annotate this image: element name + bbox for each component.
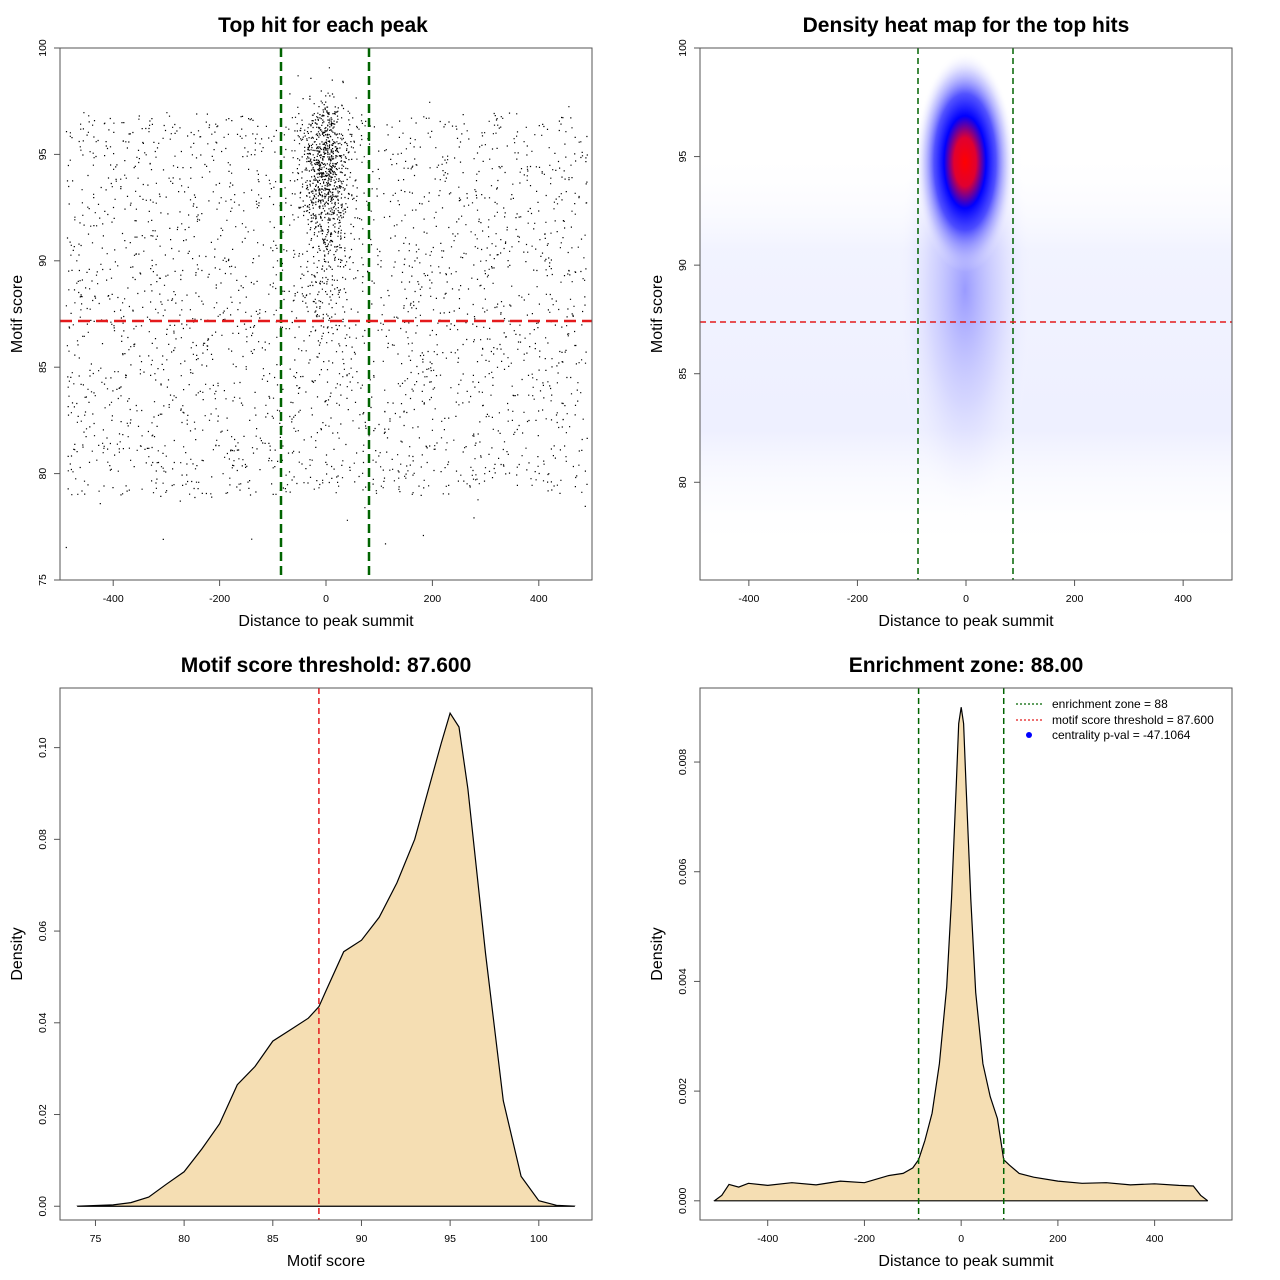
distance-density-x-tick-label: -200 — [854, 1233, 875, 1245]
score-density-x-tick-label: 75 — [90, 1233, 102, 1245]
scatter-x-tick-label: -400 — [103, 593, 124, 605]
score-density-y-label: Density — [9, 927, 26, 980]
distance-density-x-tick-label: -400 — [757, 1233, 778, 1245]
score-density-x-tick-label: 95 — [444, 1233, 456, 1245]
heatmap-x-tick-label: 400 — [1174, 593, 1192, 605]
score-density-panel: Motif score threshold: 87.600 75 80 85 90 95… — [9, 654, 593, 1270]
distance-density-panel: Enrichment zone: 88.00 -400 -200 0 200 400 0… — [649, 654, 1233, 1270]
distance-density-x-label: Distance to peak summit — [878, 1253, 1054, 1270]
distance-density-x-axis: -400 -200 0 200 400 — [757, 1220, 1164, 1245]
heatmap-y-tick-label: 95 — [677, 151, 689, 163]
scatter-y-tick-label: 75 — [37, 574, 49, 586]
distance-density-y-tick-label: 0.004 — [677, 968, 689, 994]
distance-density-y-tick-label: 0.000 — [677, 1188, 689, 1214]
distance-density-title: Enrichment zone: 88.00 — [849, 654, 1084, 677]
scatter-y-tick-label: 80 — [37, 468, 49, 480]
score-density-x-label: Motif score — [287, 1253, 365, 1270]
scatter-y-tick-label: 85 — [37, 361, 49, 373]
score-density-frame — [59, 687, 593, 1221]
heatmap-x-tick-label: 200 — [1066, 593, 1084, 605]
score-density-y-tick-label: 0.02 — [37, 1104, 49, 1125]
distance-density-y-tick-label: 0.006 — [677, 858, 689, 884]
distance-density-x-tick-label: 200 — [1049, 1233, 1067, 1245]
heatmap-x-tick-label: -200 — [847, 593, 868, 605]
scatter-x-axis: -400 -200 0 200 400 — [103, 580, 548, 605]
scatter-y-tick-label: 90 — [37, 255, 49, 267]
heatmap-y-tick-label: 85 — [677, 368, 689, 380]
distance-density-y-axis: 0.000 0.002 0.004 0.006 0.008 — [677, 749, 700, 1214]
score-density-y-tick-label: 0.08 — [37, 829, 49, 850]
distance-density-x-tick-label: 400 — [1146, 1233, 1164, 1245]
heatmap-panel: Density heat map for the top hits -400 -2… — [649, 14, 1233, 630]
score-density-y-tick-label: 0.00 — [37, 1196, 49, 1217]
score-density-y-tick-label: 0.06 — [37, 921, 49, 942]
score-density-curve — [76, 711, 576, 1207]
scatter-y-label: Motif score — [9, 275, 26, 353]
heatmap-x-tick-label: -400 — [738, 593, 759, 605]
score-density-title: Motif score threshold: 87.600 — [181, 654, 472, 677]
heatmap-y-tick-label: 90 — [677, 259, 689, 271]
scatter-points — [65, 67, 588, 549]
score-density-y-axis: 0.00 0.02 0.04 0.06 0.08 0.10 — [37, 737, 60, 1216]
score-density-x-tick-label: 90 — [356, 1233, 368, 1245]
distance-density-curve — [712, 707, 1209, 1202]
score-density-x-axis: 75 80 85 90 95 100 — [90, 1220, 548, 1245]
score-density-y-tick-label: 0.04 — [37, 1012, 49, 1033]
scatter-x-tick-label: -200 — [209, 593, 230, 605]
score-density-x-tick-label: 100 — [530, 1233, 548, 1245]
score-density-x-tick-label: 85 — [267, 1233, 279, 1245]
distance-density-y-label: Density — [649, 927, 666, 980]
scatter-x-label: Distance to peak summit — [238, 613, 414, 630]
scatter-x-tick-label: 200 — [424, 593, 442, 605]
distance-density-x-tick-label: 0 — [958, 1233, 964, 1245]
heatmap-hotspot — [915, 52, 1015, 272]
scatter-y-tick-label: 100 — [37, 39, 49, 57]
heatmap-y-label: Motif score — [649, 275, 666, 353]
legend-label-pval: centrality p-val = -47.1064 — [1052, 728, 1191, 742]
legend-label-threshold: motif score threshold = 87.600 — [1052, 713, 1214, 727]
heatmap-y-tick-label: 80 — [677, 476, 689, 488]
legend-swatch-pval — [1026, 732, 1032, 738]
scatter-title: Top hit for each peak — [218, 14, 428, 37]
scatter-x-tick-label: 0 — [323, 593, 329, 605]
distance-density-y-tick-label: 0.008 — [677, 749, 689, 775]
scatter-y-tick-label: 95 — [37, 148, 49, 160]
heatmap-x-tick-label: 0 — [963, 593, 969, 605]
scatter-point-cloud — [65, 67, 588, 549]
heatmap-y-tick-label: 100 — [677, 39, 689, 57]
legend-label-enrichment: enrichment zone = 88 — [1052, 697, 1168, 711]
score-density-x-tick-label: 80 — [178, 1233, 190, 1245]
distance-density-y-tick-label: 0.002 — [677, 1078, 689, 1104]
scatter-y-axis: 75 80 85 90 95 100 — [37, 39, 60, 586]
heatmap-y-axis: 80 85 90 95 100 — [677, 39, 700, 488]
scatter-x-tick-label: 400 — [530, 593, 548, 605]
heatmap-x-axis: -400 -200 0 200 400 — [738, 580, 1192, 605]
scatter-panel: Top hit for each peak -400 -200 0 200 400 75… — [9, 14, 593, 630]
heatmap-title: Density heat map for the top hits — [803, 14, 1130, 37]
score-density-y-tick-label: 0.10 — [37, 737, 49, 758]
heatmap-x-label: Distance to peak summit — [878, 613, 1054, 630]
distance-density-frame — [699, 687, 1233, 1221]
legend: enrichment zone = 88 motif score thresho… — [1016, 697, 1214, 742]
